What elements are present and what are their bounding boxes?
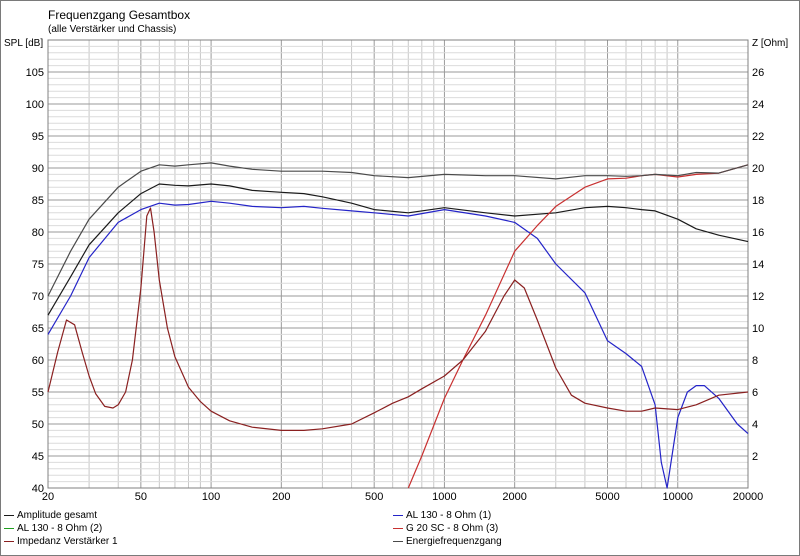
legend-label: AL 130 - 8 Ohm (1): [406, 510, 492, 521]
y-left-tick-label: 65: [32, 323, 44, 335]
legend-label: Impedanz Verstärker 1: [17, 536, 118, 547]
y-right-tick-label: 18: [752, 195, 764, 207]
x-tick-label: 1000: [432, 491, 456, 503]
y-right-tick-label: 24: [752, 99, 764, 111]
y-left-tick-label: 85: [32, 195, 44, 207]
legend-item-energie: Energiefrequenzgang: [393, 536, 502, 547]
y-left-tick-label: 60: [32, 355, 44, 367]
y-left-tick-label: 80: [32, 227, 44, 239]
y-right-tick-label: 26: [752, 67, 764, 79]
right-axis-unit: Z [Ohm]: [752, 38, 789, 49]
series-line-1: [47, 200, 749, 489]
x-tick-label: 500: [365, 491, 383, 503]
legend-item-impedanz: Impedanz Verstärker 1: [4, 536, 118, 547]
y-right-tick-label: 22: [752, 131, 764, 143]
legend-item-g20sc: G 20 SC - 8 Ohm (3): [393, 523, 498, 534]
y-right-tick-label: 20: [752, 163, 764, 175]
y-right-tick-label: 8: [752, 355, 758, 367]
chart-subtitle: (alle Verstärker und Chassis): [48, 24, 177, 35]
x-tick-label: 2000: [502, 491, 526, 503]
left-axis-unit: SPL [dB]: [4, 38, 44, 49]
y-right-tick-label: 14: [752, 259, 764, 271]
y-left-tick-label: 40: [32, 483, 44, 495]
y-left-tick-label: 105: [26, 67, 44, 79]
series-line-5: [47, 162, 749, 297]
y-left-tick-label: 55: [32, 387, 44, 399]
legend-swatch: [393, 540, 403, 542]
legend-label: Energiefrequenzgang: [406, 536, 502, 547]
y-left-tick-label: 45: [32, 451, 44, 463]
y-left-tick-label: 100: [26, 99, 44, 111]
y-right-tick-label: 2: [752, 451, 758, 463]
series-line-4: [47, 207, 749, 431]
series-line-0: [47, 183, 749, 316]
legend-swatch: [393, 514, 403, 516]
series-line-3: [407, 164, 749, 489]
y-left-tick-label: 50: [32, 419, 44, 431]
x-tick-label: 100: [202, 491, 220, 503]
y-left-tick-label: 95: [32, 131, 44, 143]
legend-swatch: [4, 514, 14, 516]
legend-item-al130-2: AL 130 - 8 Ohm (2): [4, 523, 102, 534]
y-left-tick-label: 70: [32, 291, 44, 303]
plot-border: [47, 39, 749, 489]
chart-title: Frequenzgang Gesamtbox: [48, 8, 191, 22]
y-right-tick-label: 16: [752, 227, 764, 239]
legend-label: G 20 SC - 8 Ohm (3): [406, 523, 499, 534]
x-tick-label: 200: [272, 491, 290, 503]
legend-swatch: [4, 540, 14, 542]
legend-item-al130-1: AL 130 - 8 Ohm (1): [393, 510, 491, 521]
y-right-tick-label: 12: [752, 291, 764, 303]
legend-item-amplitude: Amplitude gesamt: [4, 510, 97, 521]
y-left-tick-label: 90: [32, 163, 44, 175]
x-tick-label: 20: [42, 491, 54, 503]
legend-label: AL 130 - 8 Ohm (2): [17, 523, 103, 534]
x-tick-label: 50: [135, 491, 147, 503]
legend-swatch: [4, 527, 14, 529]
x-tick-label: 20000: [733, 491, 764, 503]
x-tick-label: 5000: [595, 491, 619, 503]
x-tick-label: 10000: [662, 491, 693, 503]
legend-label: Amplitude gesamt: [17, 510, 98, 521]
y-right-tick-label: 10: [752, 323, 764, 335]
y-right-tick-label: 6: [752, 387, 758, 399]
y-right-tick-label: 4: [752, 419, 758, 431]
y-left-tick-label: 75: [32, 259, 44, 271]
legend-swatch: [393, 527, 403, 529]
